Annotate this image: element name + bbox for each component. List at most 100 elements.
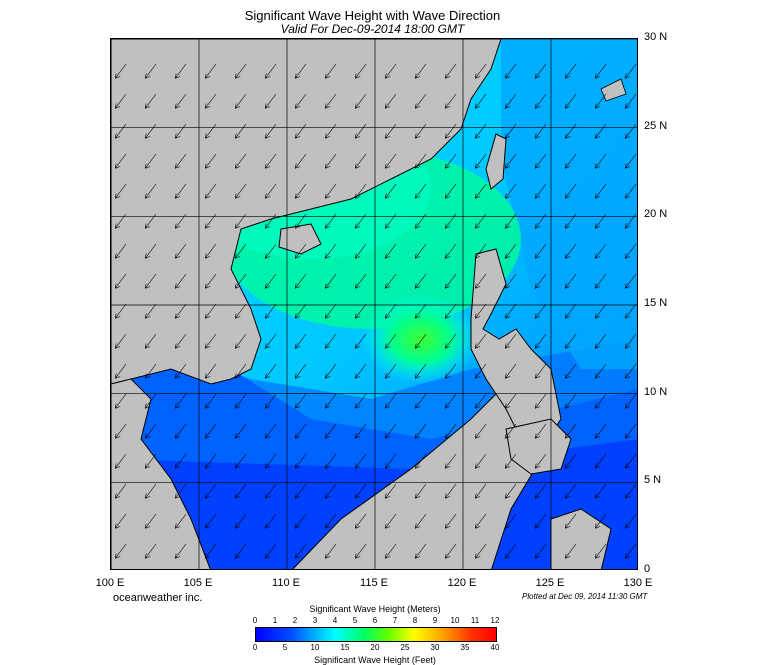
wave-direction-arrow <box>534 213 547 229</box>
wave-direction-arrow <box>504 213 517 229</box>
meters-tick-label: 5 <box>352 616 358 625</box>
wave-direction-arrow <box>594 213 607 229</box>
wave-direction-arrow <box>534 63 547 79</box>
wave-direction-arrow <box>324 543 337 559</box>
wave-direction-arrow <box>414 363 427 379</box>
wave-direction-arrow <box>534 183 547 199</box>
wave-direction-arrow <box>564 93 577 109</box>
wave-direction-arrow <box>504 543 517 559</box>
meters-tick-label: 7 <box>392 616 398 625</box>
wave-direction-arrow <box>624 123 637 139</box>
wave-direction-arrow <box>474 363 487 379</box>
wave-direction-arrow <box>114 453 127 469</box>
wave-direction-arrow <box>594 333 607 349</box>
wave-direction-arrow <box>504 513 517 529</box>
wave-direction-arrow <box>294 333 307 349</box>
wave-direction-arrow <box>144 393 157 409</box>
wave-direction-arrow <box>144 453 157 469</box>
wave-direction-arrow <box>234 363 247 379</box>
wave-direction-arrow <box>414 513 427 529</box>
wave-direction-arrow <box>114 333 127 349</box>
wave-direction-arrow <box>174 543 187 559</box>
wave-direction-arrow <box>294 243 307 259</box>
wave-direction-arrow <box>534 543 547 559</box>
wave-direction-arrow <box>624 183 637 199</box>
valid-time: Valid For Dec-09-2014 18:00 GMT <box>280 22 465 36</box>
wave-direction-arrow <box>414 123 427 139</box>
wave-direction-arrow <box>444 153 457 169</box>
malay-peninsula-land <box>111 378 211 569</box>
wave-direction-arrow <box>264 273 277 289</box>
wave-direction-arrow <box>564 153 577 169</box>
wave-direction-arrow <box>144 123 157 139</box>
wave-direction-arrow <box>504 303 517 319</box>
wave-direction-arrow <box>204 153 217 169</box>
wave-direction-arrow <box>624 63 637 79</box>
wave-direction-arrow <box>354 273 367 289</box>
wave-direction-arrow <box>564 423 577 439</box>
wave-direction-arrow <box>234 213 247 229</box>
wave-direction-arrow <box>564 123 577 139</box>
wave-direction-arrow <box>564 393 577 409</box>
wave-direction-arrow <box>624 393 637 409</box>
wave-direction-arrow <box>414 153 427 169</box>
wave-direction-arrow <box>204 393 217 409</box>
wave-direction-arrow <box>354 453 367 469</box>
wave-direction-arrow <box>174 213 187 229</box>
meters-tick-label: 4 <box>332 616 338 625</box>
wave-direction-arrow <box>534 93 547 109</box>
meters-tick-label: 3 <box>312 616 318 625</box>
wave-direction-arrow <box>354 543 367 559</box>
graticule <box>111 39 637 569</box>
wave-direction-arrow <box>474 543 487 559</box>
wave-direction-arrow <box>264 333 277 349</box>
wave-direction-arrow <box>384 273 397 289</box>
meters-tick-label: 1 <box>272 616 278 625</box>
wave-direction-arrow <box>384 123 397 139</box>
wave-direction-arrow <box>204 273 217 289</box>
wave-direction-arrow <box>234 243 247 259</box>
wave-direction-arrow <box>594 273 607 289</box>
feet-tick-label: 25 <box>400 643 410 652</box>
wave-direction-arrow <box>384 543 397 559</box>
wave-direction-arrow <box>234 273 247 289</box>
wave-direction-arrow <box>174 243 187 259</box>
wave-direction-arrow <box>624 93 637 109</box>
wave-direction-arrow <box>534 483 547 499</box>
wave-direction-arrow <box>414 303 427 319</box>
wave-direction-arrow <box>444 363 457 379</box>
wave-direction-arrow <box>234 93 247 109</box>
wave-direction-arrow <box>234 63 247 79</box>
wave-direction-arrow <box>504 453 517 469</box>
wave-direction-arrow <box>144 543 157 559</box>
wave-direction-arrow <box>564 513 577 529</box>
wave-direction-arrows <box>114 63 637 559</box>
wave-direction-arrow <box>534 393 547 409</box>
wave-direction-arrow <box>354 423 367 439</box>
wave-direction-arrow <box>384 423 397 439</box>
wave-direction-arrow <box>594 153 607 169</box>
wave-direction-arrow <box>384 153 397 169</box>
longitude-label: 115 E <box>360 577 388 589</box>
meters-tick-label: 2 <box>292 616 298 625</box>
wave-direction-arrow <box>354 483 367 499</box>
wave-direction-arrow <box>384 183 397 199</box>
latitude-label: 20 N <box>644 208 668 221</box>
latitude-label: 30 N <box>644 31 668 43</box>
wave-direction-arrow <box>504 123 517 139</box>
hainan-island <box>278 223 322 255</box>
wave-direction-arrow <box>564 243 577 259</box>
wave-direction-arrow <box>594 483 607 499</box>
wave-direction-arrow <box>354 183 367 199</box>
wave-direction-arrow <box>294 273 307 289</box>
meters-tick-label: 9 <box>432 616 438 625</box>
wave-direction-arrow <box>234 303 247 319</box>
wave-direction-arrow <box>384 213 397 229</box>
wave-direction-arrow <box>624 543 637 559</box>
wave-direction-arrow <box>504 183 517 199</box>
wave-direction-arrow <box>204 483 217 499</box>
wave-direction-arrow <box>474 213 487 229</box>
longitude-label: 120 E <box>447 577 477 589</box>
wave-direction-arrow <box>444 483 457 499</box>
wave-direction-arrow <box>354 393 367 409</box>
